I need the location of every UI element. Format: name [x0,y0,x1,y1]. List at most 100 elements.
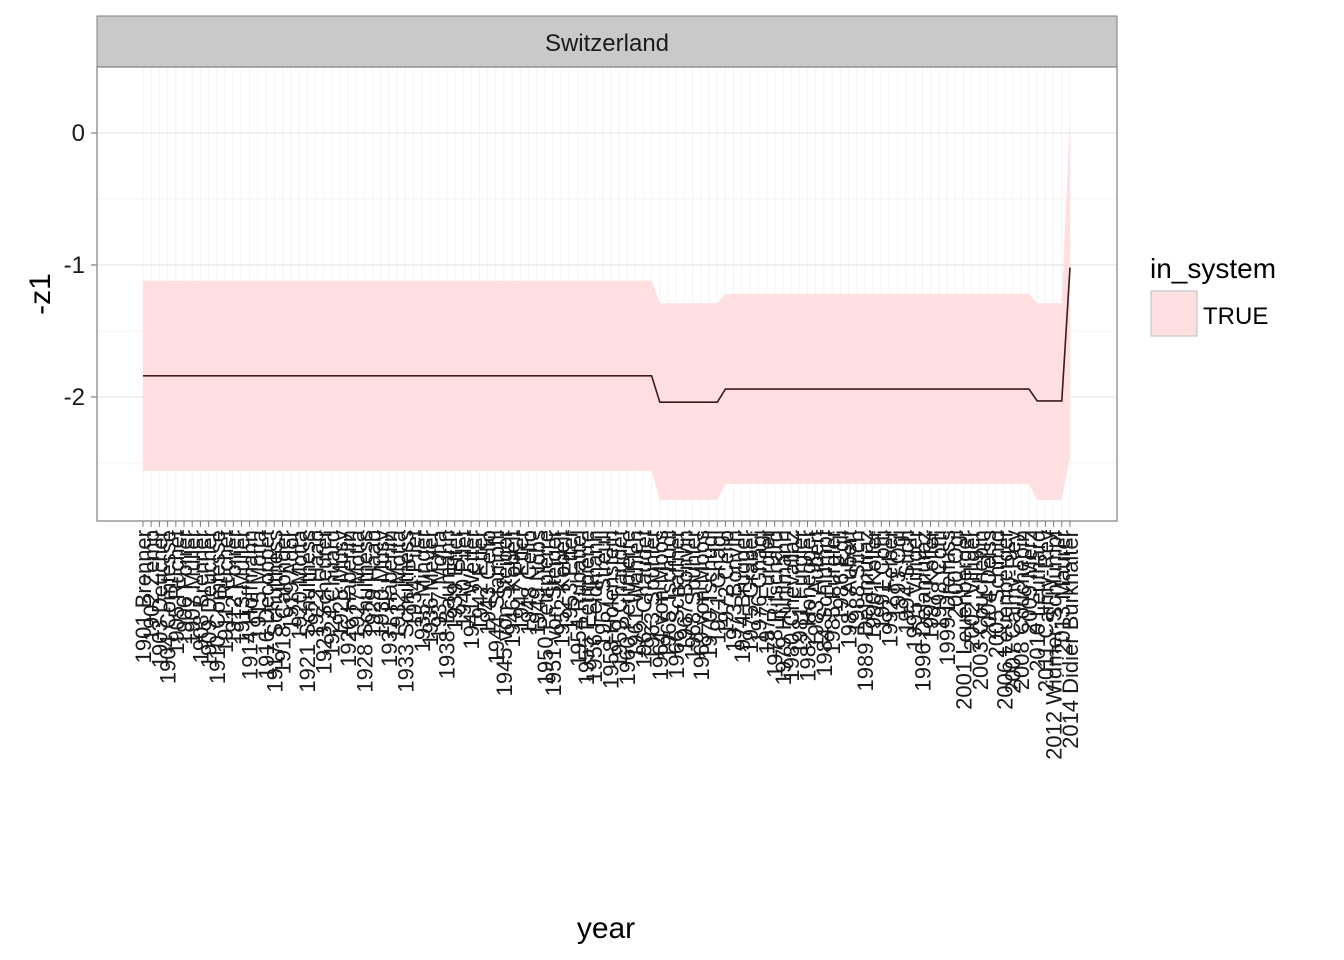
x-tick-label: 1928 Schulthess [353,530,378,693]
x-tick-label: 1924 Chuard [320,530,345,657]
x-tick-label: 1993 Ogi [886,530,911,619]
x-tick-label: 1958 Holenstein [599,530,624,689]
x-tick-label: 1953 Etter [558,530,583,632]
x-tick-label: 1942 Etter [467,530,492,632]
x-tick-label: 1972 Celio [713,530,738,635]
x-tick-label: 1977 Furgler [754,530,779,655]
y-tick-label: -1 [64,252,85,279]
x-tick-label: 1941 Wetter [459,530,484,649]
confidence-ribbon [143,114,1070,500]
x-tick-label: 2001 Leuenberger [951,530,976,710]
x-tick-label: 1903 Deucher [147,530,172,668]
x-tick-label: 1944 Stampfli [484,530,509,665]
x-tick-label: 1947 Etter [508,530,533,632]
x-tick-label: 1987 Aubert [837,530,862,649]
x-tick-label: 1968 Spühler [681,530,706,661]
x-tick-label: 1988 Stich [845,530,870,634]
x-tick-label: 1934 Pilet [402,530,427,628]
x-tick-label: 1925 Musy [328,530,353,638]
x-tick-label: 1949 Nobs [525,530,550,636]
y-axis-title: -z1 [24,273,57,315]
x-tick-label: 1932 Motta [385,529,410,640]
x-tick-label: 1918 Calonder [270,530,295,674]
x-tick-label: 1999 Dreifuss [935,530,960,666]
x-tick-label: 1989 Delamuraz [853,530,878,691]
x-tick-label: 1981 Furgler [787,530,812,655]
x-tick-label: 2000 Ogi [943,530,968,619]
x-tick-label: 1976 Gnägi [746,530,771,644]
x-tick-label: 1984 Schlumpf [812,529,837,677]
x-tick-label: 1979 Hürlimann [771,530,796,685]
x-tick-label: 1938 Baumann [435,530,460,679]
x-tick-label: 1901 Brenner [131,530,156,663]
x-tick-label: 1905 Ruchet [164,530,189,655]
x-tick-label: 1907 Müller [180,530,205,645]
x-tick-label: 1992 Felber [878,530,903,647]
x-tick-label: 1960 Petitpierre [615,530,640,685]
x-tick-label: 1961 Wahlen [623,530,648,659]
x-tick-label: 1986 Egli [828,530,853,622]
x-tick-label: 1991 Cotti [869,530,894,630]
x-tick-label: 1923 Scheurer [311,530,336,674]
legend-label: TRUE [1203,303,1268,330]
x-tick-label: 1940 Pilet [451,530,476,628]
x-tick-label: 1975 Graber [738,530,763,654]
x-tick-label: 1955 Petitpierre [574,530,599,685]
x-tick-label: 1930 Musy [369,530,394,638]
x-tick-label: 1985 Furgler [820,530,845,655]
legend-title: in_system [1150,253,1276,284]
x-tick-label: 1910 Comtesse [205,530,230,684]
x-tick-label: 1951 von Steiger [541,530,566,696]
x-tick-label: 1916 Decoppet [254,530,279,679]
x-tick-label: 1959 Chaudet [607,530,632,668]
x-tick-label: 1933 Schulthess [394,530,419,693]
facet-strip-label: Switzerland [545,30,669,57]
x-tick-label: 1939 Etter [443,530,468,632]
x-tick-label: 1982 Honegger [795,530,820,682]
x-tick-label: 1914 Hoffmann [238,530,263,680]
y-tick-label: 0 [72,120,85,147]
x-tick-label: 1962 Chaudet [631,530,656,668]
x-tick-label: 1917 Schulthess [262,530,287,693]
x-tick-label: 1937 Motta [426,529,451,640]
x-tick-label: 1965 Tschudi [656,530,681,659]
x-tick-label: 1911 Ruchet [213,530,238,653]
x-tick-label: 1954 Rubattel [566,530,591,667]
x-tick-label: 2005 Schmid [984,530,1009,658]
x-tick-label: 1974 Brugger [730,530,755,663]
x-tick-label: 2009 Merz [1017,530,1042,634]
x-tick-label: 1978 Ritschard [763,530,788,678]
x-tick-label: 1983 Aubert [804,530,829,649]
x-tick-label: 2014 Didier Burkhalter [1058,530,1083,749]
x-tick-label: 1971 Gnägi [705,530,730,644]
x-tick-label: 2013 Maurer [1050,530,1075,655]
x-tick-label: 2010 Leuthard [1025,530,1050,672]
x-tick-label: 1994 Stich [894,530,919,634]
x-tick-label: 1913 Müller [229,530,254,645]
x-tick-label: 2012 Widmer-Schlumpf [1042,529,1067,760]
x-tick-label: 1926 Häberlin [336,530,361,667]
x-tick-label: 1912 Forrer [221,530,246,645]
x-tick-label: 1990 Koller [861,530,886,641]
x-tick-label: 1997 Koller [919,530,944,641]
legend: in_system TRUE [1150,253,1276,337]
legend-key [1150,290,1198,337]
x-tick-label: 1931 Häberlin [377,530,402,667]
x-tick-label: 1963 Spühler [640,530,665,661]
x-tick-label: 1980 Chevallaz [779,530,804,682]
x-tick-label: 1909 Deucher [197,530,222,668]
x-tick-label: 2008 Couchepin [1009,530,1034,690]
x-tick-label: 1964 von Moos [648,530,673,680]
x-tick-label: 1936 Meyer [418,530,443,646]
x-tick-label: 1935 Minger [410,530,435,652]
x-tick-label: 1919 Ador [279,530,304,630]
x-tick-label: 2007 Calmy-Rey [1001,530,1026,694]
x-tick-label: 1904 Comtesse [156,530,181,684]
x-tick-label: 2004 Deiss [976,530,1001,640]
panel-border [96,66,1118,522]
x-tick-label: 1948 Celio [517,530,542,635]
x-tick-label: 1969 von Moos [689,530,714,680]
y-axis: 0 -1 -2 [64,120,97,411]
x-tick-label: 1967 Bonvin [672,530,697,652]
